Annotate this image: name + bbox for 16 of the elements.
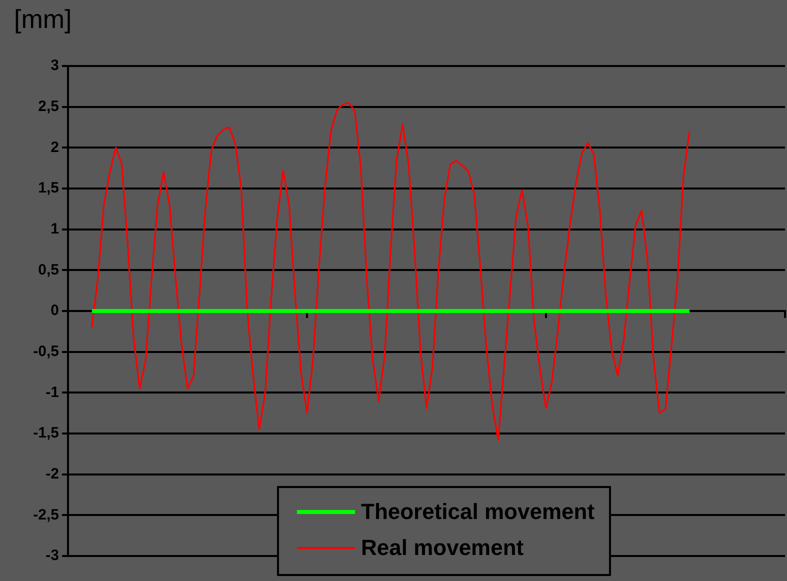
legend-label: Real movement <box>361 535 524 561</box>
y-tick-label: -1,5 <box>33 424 59 442</box>
y-tick-label: 0,5 <box>38 261 59 278</box>
y-tick-label: -3 <box>46 547 59 564</box>
y-tick-label: 2 <box>50 138 59 156</box>
y-tick-label: 3 <box>50 57 59 74</box>
y-tick-label: 1 <box>50 220 59 238</box>
y-tick-label: 2,5 <box>38 98 59 115</box>
legend-label: Theoretical movement <box>361 499 595 525</box>
y-tick-label: -1 <box>46 384 59 401</box>
y-tick-label: -0,5 <box>33 342 59 360</box>
y-tick-label: 0 <box>50 302 59 320</box>
y-tick-label: 1,5 <box>38 180 59 197</box>
y-tick-label: -2,5 <box>33 506 59 524</box>
y-axis-title: [mm] <box>14 4 72 35</box>
y-tick-label: -2 <box>46 465 59 482</box>
